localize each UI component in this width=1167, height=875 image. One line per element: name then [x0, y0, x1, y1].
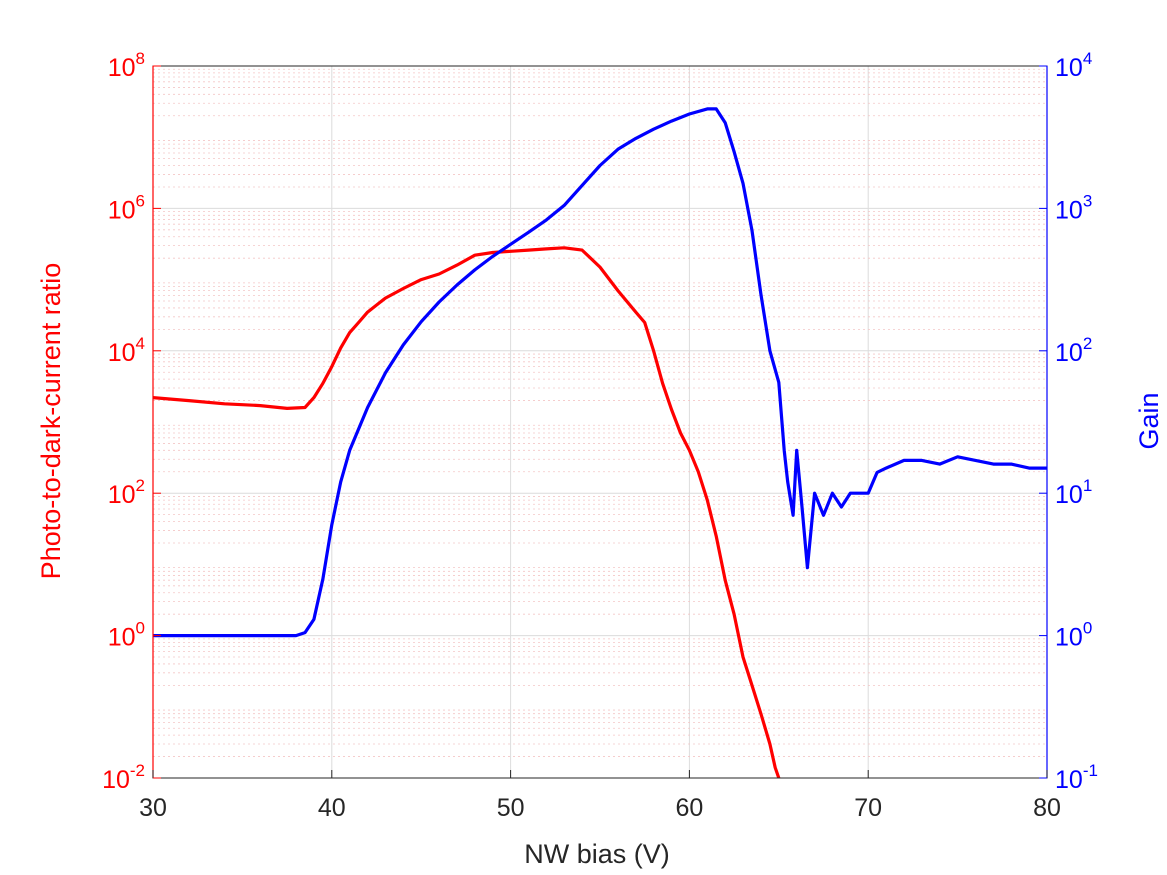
- left-tick-label: 108: [108, 49, 145, 82]
- left-tick-label: 10-2: [102, 761, 145, 794]
- left-axis-title: Photo-to-dark-current ratio: [36, 263, 66, 580]
- left-tick-label: 102: [108, 476, 145, 509]
- left-tick-label: 100: [108, 619, 145, 652]
- right-tick-label: 104: [1055, 49, 1092, 82]
- left-tick-label: 104: [108, 334, 145, 367]
- x-tick-label: 50: [497, 794, 525, 822]
- right-tick-label: 10-1: [1055, 761, 1098, 794]
- right-axis-title: Gain: [1134, 392, 1164, 449]
- axes: 30 40 50 60 70 80 10-2 100 102 104 106 108 10-1 100 10…: [102, 49, 1098, 822]
- x-tick-label: 30: [139, 794, 167, 822]
- x-tick-label: 70: [854, 794, 882, 822]
- right-tick-label: 101: [1055, 476, 1092, 509]
- right-tick-label: 103: [1055, 191, 1092, 224]
- ratio-series-line: [152, 246, 781, 779]
- x-tick-label: 80: [1033, 794, 1061, 822]
- left-tick-label: 106: [108, 191, 145, 224]
- x-axis-title: NW bias (V): [524, 839, 670, 869]
- series-layer: [152, 107, 1047, 779]
- right-tick-label: 102: [1055, 334, 1092, 367]
- x-tick-label: 40: [318, 794, 346, 822]
- grid: [152, 65, 1048, 779]
- gain-series-line: [153, 107, 1047, 638]
- x-tick-label: 60: [675, 794, 703, 822]
- right-tick-label: 100: [1055, 619, 1092, 652]
